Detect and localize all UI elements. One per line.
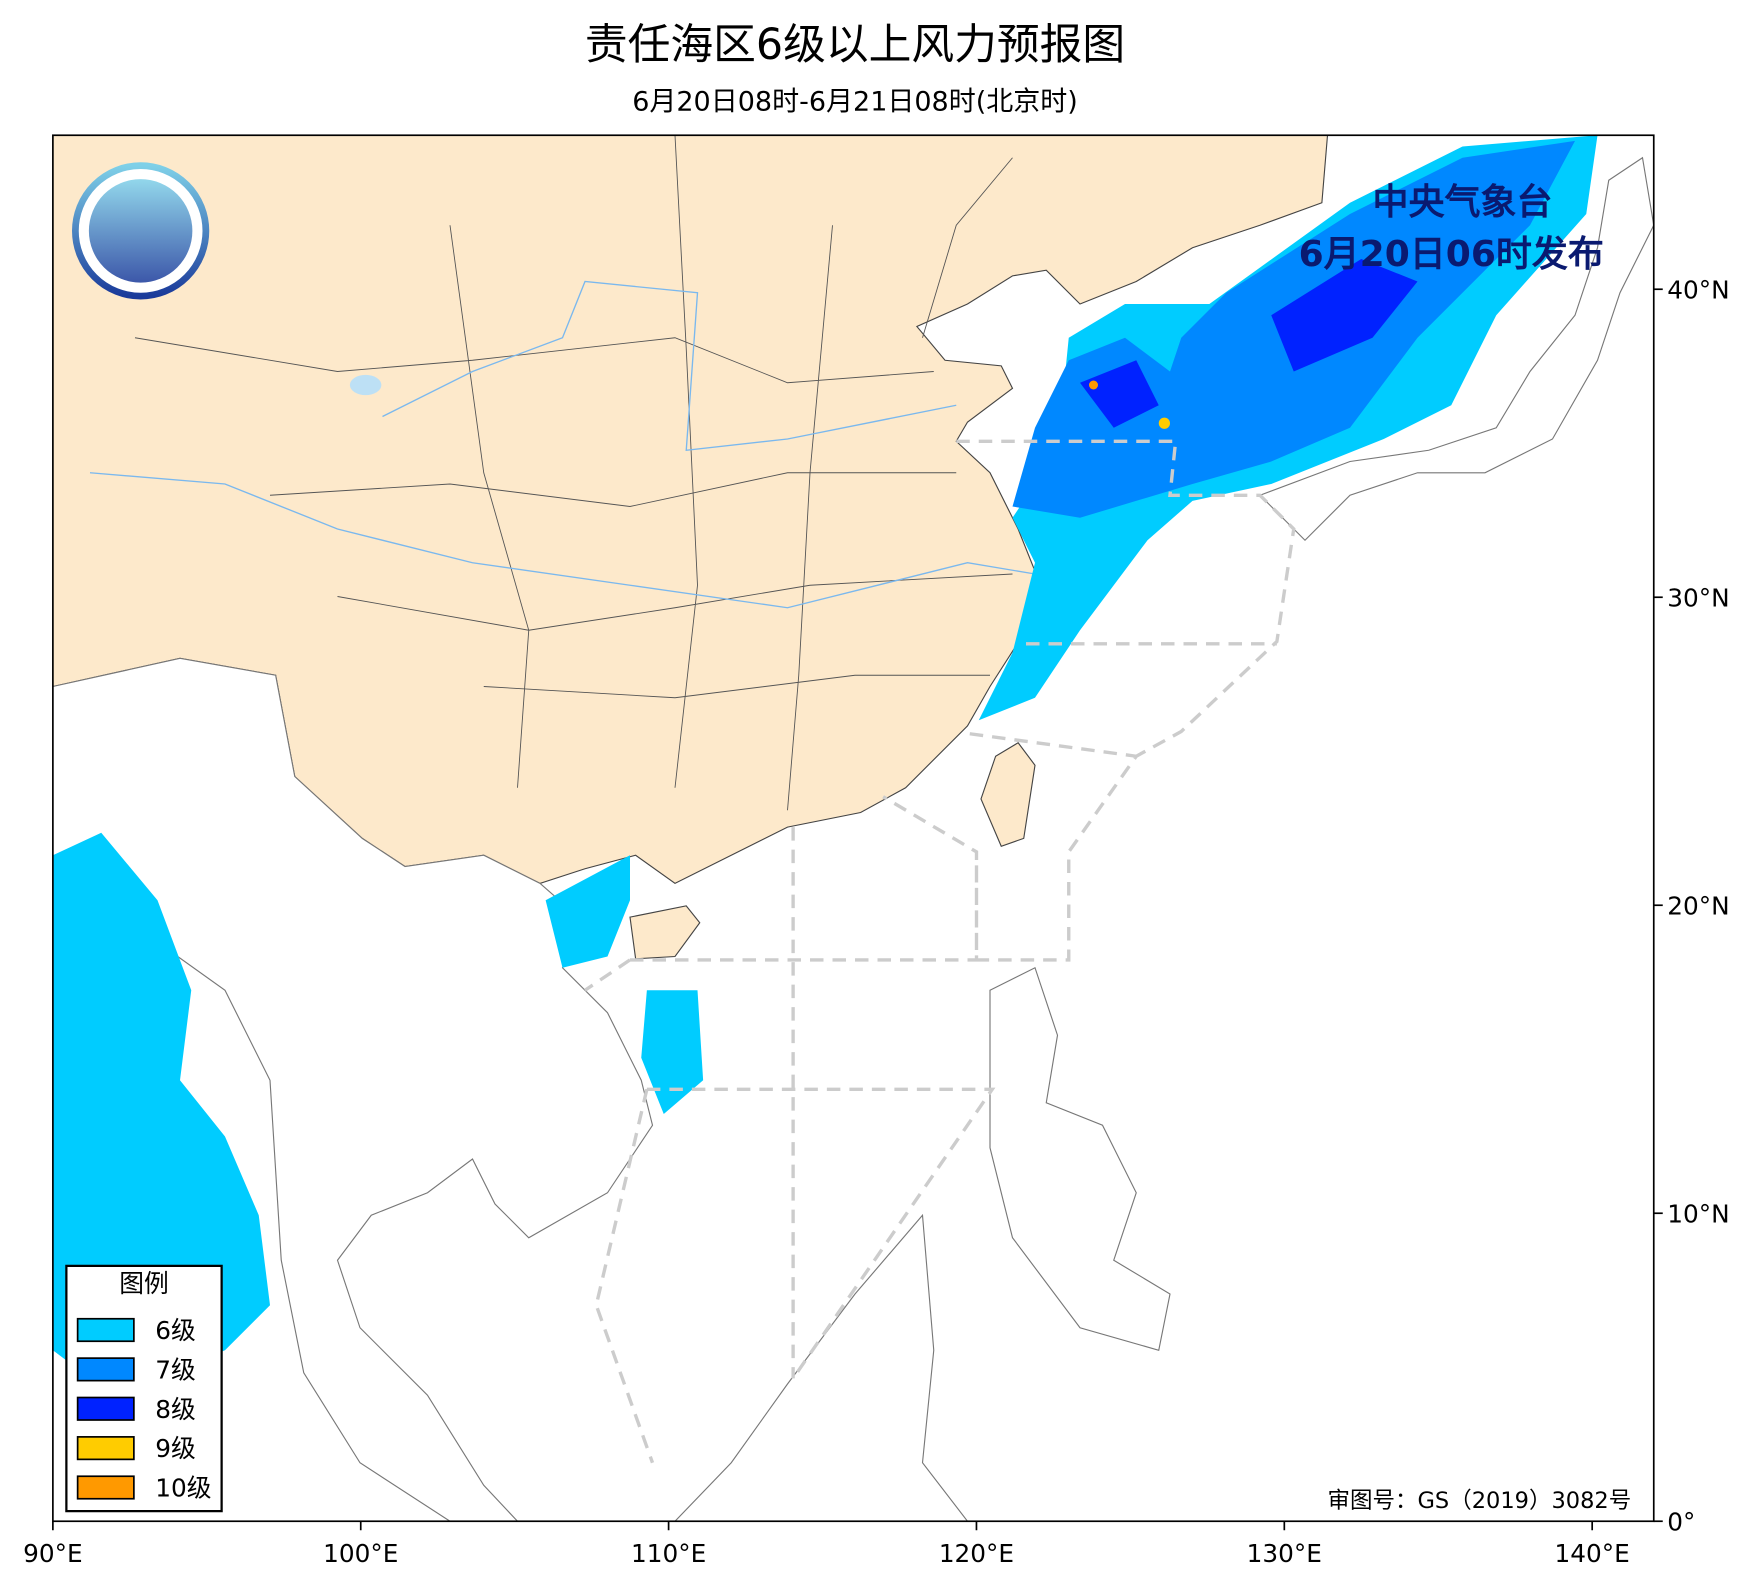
hainan [629,905,701,960]
wind-6 [545,855,704,1114]
x-tick-label: 130°E [1247,1539,1322,1568]
x-tick-label: 100°E [323,1539,398,1568]
title: 责任海区6级以上风力预报图 [585,20,1125,70]
x-tick-label: 140°E [1555,1539,1630,1568]
legend-swatch [76,1357,135,1382]
y-tick-label: 20°N [1667,891,1729,920]
x-tick-label: 110°E [631,1539,706,1568]
map-frame [52,134,1655,1523]
legend-swatch [76,1317,135,1343]
map-area: 中央气象台 6月20日06时发布 审图号：GS（2019）3082号 [52,135,1654,1522]
x-tick-label: 90°E [23,1539,83,1568]
taiwan [980,742,1036,847]
other-land [52,657,654,1522]
wind-areas [52,135,1598,1396]
legend-label: 9级 [155,1434,196,1463]
y-tick-label: 0° [1667,1507,1695,1536]
legend-label: 8级 [155,1395,196,1424]
legend-label: 7级 [155,1355,196,1384]
legend-label: 6级 [155,1316,196,1345]
wind-9 [1158,417,1170,429]
x-tick-label: 120°E [939,1539,1014,1568]
legend-title: 图例 [119,1269,169,1298]
lake [349,374,382,396]
philippines-borneo [674,966,1171,1522]
legend-label: 10级 [155,1474,211,1503]
japan [1258,156,1654,542]
wind-10 [1089,380,1098,390]
y-tick-label: 40°N [1667,275,1729,304]
legend-swatch [76,1396,135,1421]
china-provinces [134,135,1013,811]
legend-box [65,1264,223,1513]
legend-swatch [76,1436,135,1461]
wind-6 [52,832,270,1396]
y-tick-label: 10°N [1667,1199,1729,1228]
legend-swatch [76,1475,135,1500]
sea-area-boundaries [584,439,1296,1464]
subtitle: 6月20日08时-6月21日08时(北京时) [632,87,1078,118]
y-tick-label: 30°N [1667,583,1729,612]
legend: 图例 6级 7级 8级 9级 10级 [65,1264,223,1513]
publisher-issued: 6月20日06时发布 [1299,234,1604,275]
logo [72,162,210,300]
publisher-name: 中央气象台 [1372,182,1552,223]
wind-8 [1080,259,1418,428]
rivers [89,280,1036,609]
approval-number: 审图号：GS（2019）3082号 [1328,1488,1632,1514]
